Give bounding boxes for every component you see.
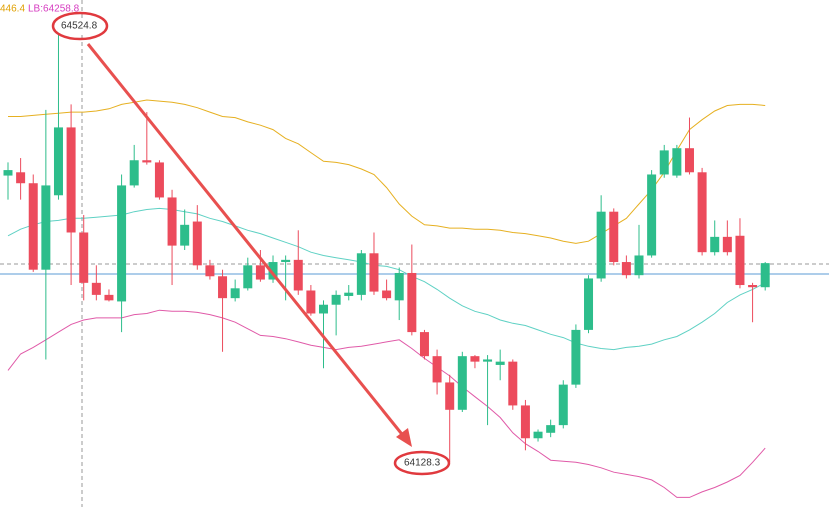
- candle-body: [142, 160, 152, 163]
- band-line: [7, 207, 766, 351]
- candle-body: [722, 236, 732, 253]
- candle-body: [748, 285, 758, 288]
- candle-body: [634, 255, 644, 276]
- candle-body: [596, 211, 606, 279]
- candle-body: [306, 290, 316, 314]
- annotation-ring: [393, 450, 451, 476]
- candle-body: [558, 384, 568, 426]
- candle-body: [28, 183, 38, 270]
- candle-body: [684, 148, 694, 173]
- candle-body: [584, 278, 594, 330]
- plot-area: [3, 28, 770, 498]
- candle-body: [609, 211, 619, 263]
- candle-body: [167, 197, 177, 246]
- candle-body: [470, 356, 480, 362]
- candle-body: [66, 127, 76, 233]
- candle-body: [508, 361, 518, 406]
- annotation-box: [58, 18, 106, 33]
- candle-body: [180, 224, 190, 246]
- candle-body: [230, 288, 240, 299]
- candle-body: [41, 185, 51, 270]
- candle-body: [483, 359, 493, 362]
- annotation-high: 64524.8: [61, 21, 98, 32]
- arrow-line: [86, 43, 407, 439]
- legend-upper: 446.4: [0, 4, 25, 15]
- candle-body: [104, 294, 114, 301]
- candle-body: [53, 127, 63, 196]
- candle-body: [91, 282, 101, 295]
- candle-body: [369, 253, 379, 292]
- candle-body: [419, 332, 429, 357]
- candle-body: [293, 259, 303, 291]
- candle-body: [546, 425, 556, 433]
- legend-lower: LB:64258.8: [28, 4, 80, 15]
- candle-body: [394, 272, 404, 301]
- candle-body: [445, 382, 455, 410]
- candle-body: [255, 265, 265, 280]
- candle-body: [129, 160, 139, 186]
- annotation-low: 64128.3: [404, 458, 441, 469]
- candle-body: [407, 272, 417, 333]
- candle-body: [243, 265, 253, 289]
- candle-body: [3, 170, 13, 176]
- candle-body: [520, 405, 530, 439]
- candle-body: [432, 356, 442, 383]
- candle-body: [344, 292, 354, 296]
- candle-body: [356, 253, 366, 295]
- candle-body: [268, 262, 278, 280]
- candle-body: [16, 172, 26, 184]
- candle-body: [571, 329, 581, 385]
- candle-body: [647, 174, 657, 256]
- candle-body: [735, 235, 745, 286]
- arrow-head: [396, 428, 412, 447]
- band-line: [7, 309, 766, 498]
- candle-body: [457, 356, 467, 410]
- candle-body: [319, 304, 328, 314]
- candle-body: [117, 185, 127, 302]
- candle-body: [495, 361, 505, 365]
- candle-body: [760, 263, 770, 288]
- candle-body: [710, 236, 720, 253]
- candle-body: [382, 290, 392, 299]
- candle-body: [205, 265, 215, 277]
- candle-body: [697, 172, 707, 253]
- candle-body: [192, 221, 202, 266]
- candle-body: [331, 294, 341, 305]
- candle-body: [218, 276, 228, 299]
- candle-body: [621, 262, 631, 276]
- candle-body: [281, 259, 291, 263]
- candle-body: [154, 162, 164, 198]
- candle-body: [79, 232, 89, 283]
- annotation-ring: [51, 11, 109, 41]
- candle-body: [533, 431, 543, 439]
- candle-body: [659, 150, 669, 175]
- candle-body: [672, 148, 682, 176]
